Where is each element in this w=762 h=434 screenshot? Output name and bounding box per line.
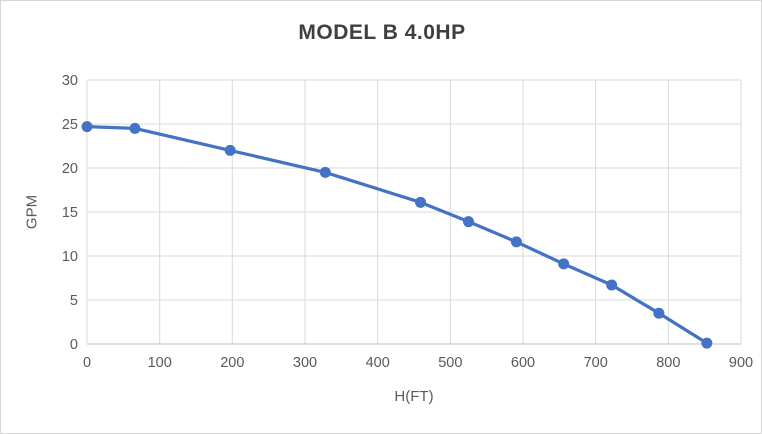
x-axis-label: H(FT)	[394, 388, 434, 405]
x-tick-label: 400	[366, 355, 390, 371]
x-tick-label: 300	[293, 355, 317, 371]
x-tick-label: 500	[438, 355, 462, 371]
data-point-marker	[510, 236, 522, 248]
data-point-marker	[81, 121, 93, 133]
data-point-marker	[606, 279, 618, 291]
y-tick-label: 30	[62, 73, 78, 89]
x-tick-label: 0	[83, 355, 91, 371]
data-point-marker	[701, 337, 713, 349]
data-point-marker	[558, 258, 570, 270]
data-point-marker	[224, 144, 236, 156]
x-tick-label: 800	[656, 355, 680, 371]
data-point-marker	[129, 122, 141, 134]
data-point-marker	[653, 307, 665, 319]
series-line	[85, 125, 709, 345]
data-point-marker	[415, 196, 427, 208]
chart-title: MODEL B 4.0HP	[298, 21, 466, 44]
y-tick-label: 20	[62, 161, 78, 177]
y-tick-label: 0	[70, 337, 78, 353]
y-tick-label: 15	[62, 205, 78, 221]
x-tick-label: 200	[220, 355, 244, 371]
y-tick-label: 5	[70, 293, 78, 309]
y-tick-label: 10	[62, 249, 78, 265]
x-tick-label: 700	[584, 355, 608, 371]
x-tick-label: 600	[511, 355, 535, 371]
y-tick-label: 25	[62, 117, 78, 133]
x-tick-label: 100	[148, 355, 172, 371]
x-tick-label: 900	[729, 355, 753, 371]
data-point-marker	[319, 166, 331, 178]
data-point-marker	[463, 216, 474, 228]
